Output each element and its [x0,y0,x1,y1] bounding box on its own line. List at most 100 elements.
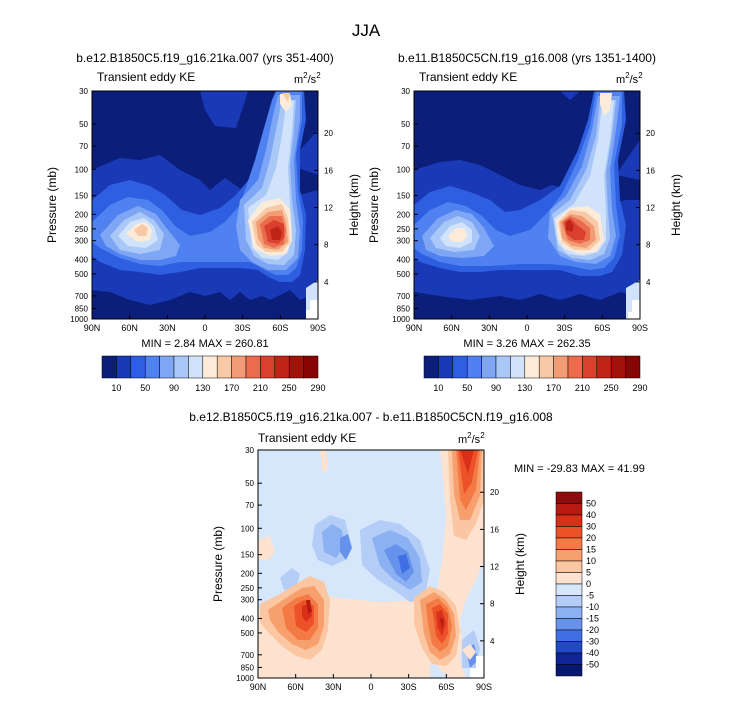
colorbar-3-label: 30 [586,522,596,532]
panel-3-x-tick-label: 90N [250,682,267,692]
panel-1-x-tick-label: 90N [84,323,101,333]
colorbar-3-swatch [555,572,583,585]
panel-2: b.e11.B1850C5CN.f19_g16.008 (yrs 1351-14… [367,51,683,333]
colorbar-1-label: 170 [224,383,239,393]
panel-2-x-tick-label: 60N [443,323,460,333]
panel-1-h-tick-label: 16 [324,166,333,175]
panel-2-h-tick-label: 8 [646,241,651,250]
colorbar-3-label: 50 [586,499,596,509]
panel-1-x-tick-label: 90S [310,323,326,333]
colorbar-2-swatch [510,355,526,379]
panel-1-p-tick-label: 700 [75,292,89,301]
colorbar-1-swatch [144,355,160,379]
panel-1-contour-field [92,91,318,319]
panel-2-p-tick-label: 100 [397,165,411,174]
colorbar-3-label: -5 [586,591,594,601]
panel-3-x-tick-label: 30N [325,682,342,692]
colorbar-2-swatch [452,355,468,379]
panel-2-x-tick-label: 90N [406,323,423,333]
panel-3-title: b.e12.B1850C5.f19_g16.21ka.007 - b.e11.B… [189,410,553,424]
colorbar-1-swatch [159,355,175,379]
colorbar-3-label: 10 [586,556,596,566]
colorbar-3-label: 40 [586,510,596,520]
panel-1-p-tick-label: 70 [79,142,88,151]
panel-3-p-tick-label: 200 [241,569,255,578]
panel-2-p-tick-label: 300 [397,237,411,246]
colorbar-3-label: -20 [586,625,599,635]
panel-3-x-tick-label: 90S [476,682,492,692]
panel-1-x-tick-label: 60N [121,323,138,333]
panel-3-p-tick-label: 150 [241,551,255,560]
panel-3-x-tick-label: 30S [401,682,417,692]
panel-1-p-tick-label: 250 [75,225,89,234]
panel-3-h-tick-label: 12 [490,563,499,572]
colorbar-1-swatch [245,355,261,379]
panel-2-p-tick-label: 700 [397,292,411,301]
colorbar-2-label: 250 [604,383,619,393]
colorbar-3-label: 5 [586,568,591,578]
colorbar-3-swatch [555,560,583,573]
colorbar-1-label: 10 [111,383,121,393]
colorbar-2-label: 290 [632,383,647,393]
panel-3-p-tick-label: 100 [241,524,255,533]
panel-3-units: m2/s2 [458,431,485,446]
panel-1-p-tick-label: 150 [75,192,89,201]
colorbar-1-label: 250 [282,383,297,393]
panel-2-p-tick-label: 1000 [392,315,410,324]
panel-1-x-tick-label: 30N [159,323,176,333]
colorbar-1-label: 290 [310,383,325,393]
panel-1-y-label: Pressure (mb) [45,167,59,243]
colorbar-2-swatch [567,355,583,379]
colorbar-3-label: -40 [586,648,599,658]
panel-1-h-tick-label: 12 [324,204,333,213]
panel-2-p-tick-label: 50 [401,120,410,129]
panel-3-p-tick-label: 300 [241,596,255,605]
panel-1-units: m2/s2 [294,71,321,86]
panel-2-p-tick-label: 250 [397,225,411,234]
panel-1-p-tick-label: 850 [75,304,89,313]
panel-2-contour-field [414,91,640,319]
panel-3-p-tick-label: 500 [241,629,255,638]
panel-1-title: b.e12.B1850C5.f19_g16.21ka.007 (yrs 351-… [76,51,334,65]
panel-1-x-tick-label: 0 [202,323,207,333]
panel-2-x-tick-label: 90S [632,323,648,333]
colorbar-3-swatch [555,503,583,516]
panel-3-x-tick-label: 60S [438,682,454,692]
colorbar-1-swatch [216,355,232,379]
colorbar-1-swatch [303,355,319,379]
colorbar-1-swatch [231,355,247,379]
colorbar-3-label: -10 [586,602,599,612]
panel-1-x-tick-label: 60S [272,323,288,333]
colorbar-2-label: 10 [433,383,443,393]
colorbar-3-swatch [555,652,583,665]
colorbar-2-swatch [582,355,598,379]
panel-2-h-tick-label: 4 [646,278,651,287]
panel-2-p-tick-label: 850 [397,304,411,313]
panel-2-title: b.e11.B1850C5CN.f19_g16.008 (yrs 1351-14… [398,51,656,65]
colorbar-3-swatch [555,583,583,596]
colorbar-2-label: 50 [462,383,472,393]
panel-1-h-tick-label: 8 [324,241,329,250]
panel-2-y-label: Pressure (mb) [367,167,381,243]
colorbar-3-swatch [555,629,583,642]
panel-2-p-tick-label: 500 [397,270,411,279]
colorbar-1-swatch [130,355,146,379]
panel-3-p-tick-label: 70 [245,501,254,510]
colorbar-1-swatch [260,355,276,379]
colorbar-2-swatch [423,355,439,379]
colorbar-2-swatch [625,355,641,379]
panel-1-p-tick-label: 30 [79,87,88,96]
colorbar-3-swatch [555,526,583,539]
colorbar-1-swatch [101,355,117,379]
colorbar-1-swatch [274,355,290,379]
panel-3-p-tick-label: 30 [245,446,254,455]
colorbar-2-swatch [481,355,497,379]
colorbar-2-swatch [466,355,482,379]
colorbar-1-label: 50 [140,383,150,393]
panel-1-h-tick-label: 20 [324,129,333,138]
panel-1-min-max: MIN = 2.84 MAX = 260.81 [141,338,268,350]
panel-3-p-tick-label: 850 [241,663,255,672]
panel-3-p-tick-label: 250 [241,584,255,593]
panel-3-h-tick-label: 8 [490,600,495,609]
